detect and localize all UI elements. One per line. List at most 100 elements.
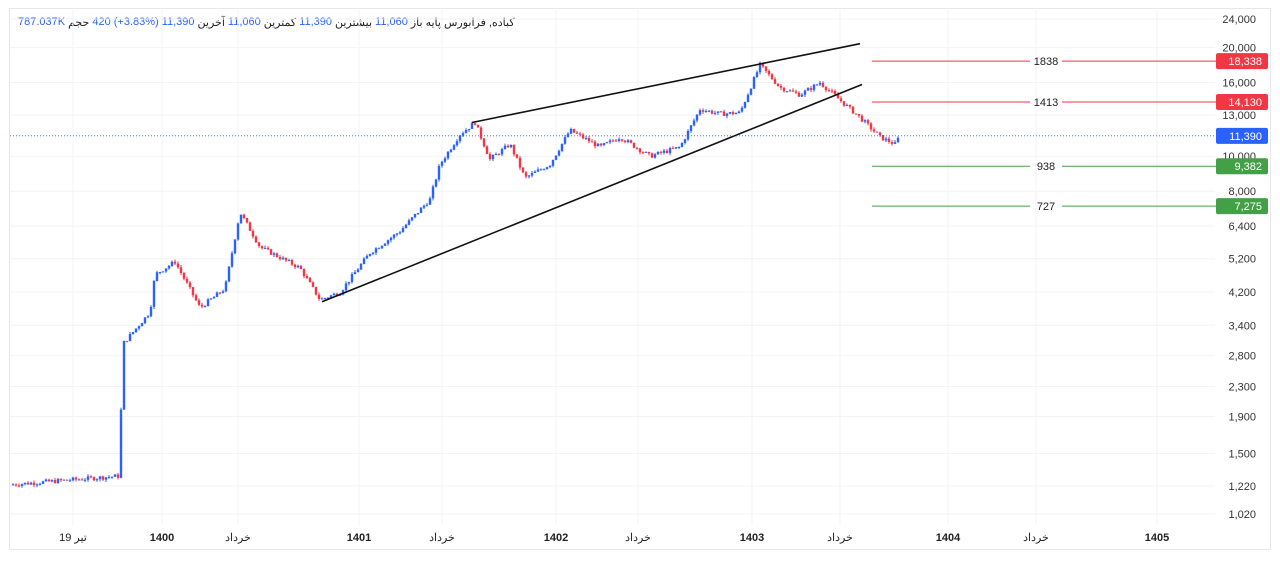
candle-down [614, 140, 618, 142]
x-tick-label: 19 تیر [59, 532, 87, 544]
candle-up [389, 237, 393, 241]
candle-up [230, 253, 234, 267]
y-tick-label: 6,400 [1228, 221, 1256, 233]
candle-down [581, 134, 585, 139]
candle-down [761, 62, 765, 67]
candle-down [275, 253, 279, 258]
candle-up [713, 112, 717, 114]
candle-up [569, 128, 573, 134]
candle-up [746, 94, 750, 103]
candle-up [134, 328, 138, 333]
candle-up [50, 480, 54, 482]
candle-up [149, 306, 153, 317]
candle-down [575, 132, 579, 134]
candle-up [158, 272, 162, 274]
candle-up [683, 139, 687, 143]
candle-down [218, 292, 222, 294]
candle-down [32, 482, 36, 485]
candle-up [407, 220, 411, 225]
candle-down [782, 87, 786, 92]
candle-up [656, 151, 660, 155]
candle-up [146, 316, 150, 318]
y-tick-label: 5,200 [1228, 254, 1256, 266]
candle-up [527, 175, 531, 177]
candle-down [254, 236, 258, 243]
candle-up [155, 272, 159, 281]
candle-up [83, 479, 87, 481]
candle-up [416, 213, 420, 215]
candle-down [278, 257, 282, 260]
candle-down [827, 90, 831, 92]
candle-up [458, 135, 462, 142]
candle-up [812, 84, 816, 90]
candle-up [86, 476, 90, 480]
candle-up [461, 133, 465, 136]
candle-up [140, 323, 144, 327]
candle-down [665, 150, 669, 153]
candle-down [515, 154, 519, 158]
candle-up [440, 161, 444, 166]
candle-up [368, 253, 372, 256]
x-tick-label: 1405 [1145, 532, 1169, 544]
candle-down [479, 127, 483, 139]
candle-up [227, 266, 231, 282]
candle-up [365, 255, 369, 259]
candle-down [650, 153, 654, 158]
candle-down [89, 476, 93, 478]
y-tick-label: 4,200 [1228, 287, 1256, 299]
candle-up [728, 112, 732, 114]
candle-up [107, 477, 111, 479]
candle-down [200, 304, 204, 307]
candle-up [644, 151, 648, 153]
level-price-label: 9,382 [1234, 161, 1262, 173]
candle-down [266, 247, 270, 250]
candle-up [455, 141, 459, 146]
y-tick-label: 20,000 [1222, 43, 1256, 55]
candle-up [557, 150, 561, 156]
candle-up [737, 111, 741, 113]
candle-up [752, 77, 756, 89]
wedge-lower-trendline [321, 83, 863, 303]
candle-down [773, 79, 777, 84]
candle-down [611, 140, 615, 142]
candle-down [881, 135, 885, 141]
candle-down [53, 480, 57, 484]
candle-up [296, 265, 300, 268]
candle-down [722, 111, 726, 116]
candle-down [632, 142, 636, 148]
candle-down [47, 479, 51, 482]
candle-up [29, 482, 33, 485]
candle-up [347, 281, 351, 284]
candle-down [293, 264, 297, 268]
candle-down [17, 485, 21, 487]
candle-up [431, 186, 435, 199]
candle-down [641, 152, 645, 154]
candle-up [755, 72, 759, 78]
candle-up [704, 111, 708, 113]
candle-down [191, 287, 195, 296]
candle-down [182, 273, 186, 279]
candle-up [428, 198, 432, 205]
candle-up [668, 148, 672, 153]
candle-down [854, 113, 858, 115]
candle-up [224, 281, 228, 292]
chart-frame [9, 8, 1271, 550]
candle-up [95, 479, 99, 481]
candle-up [626, 140, 630, 143]
candle-up [500, 149, 504, 155]
candle-down [869, 123, 873, 130]
candle-down [518, 157, 522, 168]
candle-up [62, 479, 66, 481]
candle-down [65, 479, 69, 481]
candle-up [491, 154, 495, 160]
candle-down [305, 276, 309, 278]
candle-up [815, 84, 819, 86]
candle-up [137, 326, 141, 329]
candle-down [842, 101, 846, 106]
candle-up [212, 296, 216, 299]
level-price-badge [1216, 158, 1268, 175]
candle-down [797, 92, 801, 97]
candle-up [353, 272, 357, 275]
